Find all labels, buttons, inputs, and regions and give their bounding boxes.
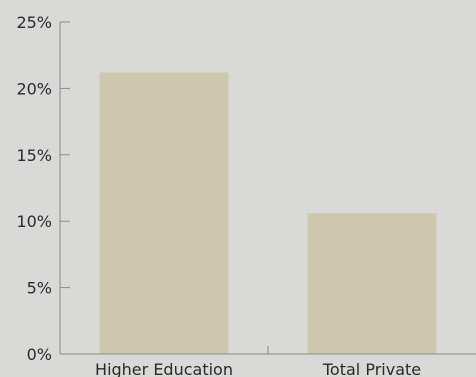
y-tick-label: 20% [16,79,52,98]
bar-higher-education [99,72,229,354]
y-tick-label: 5% [27,279,52,298]
bars-group [99,72,437,354]
x-category-label: Higher Education [95,360,233,377]
x-category-label: Total Private [322,360,421,377]
y-tick-label: 25% [16,13,52,32]
y-tick-label: 10% [16,212,52,231]
y-tick-label: 15% [16,146,52,165]
bar-total-private [307,213,437,354]
y-ticks-group: 0% 5% 10% 15% 20% 25% [16,13,70,364]
y-tick-label: 0% [27,345,52,364]
axes-group [59,22,476,355]
x-labels-group: Higher Education Total Private [95,360,421,377]
